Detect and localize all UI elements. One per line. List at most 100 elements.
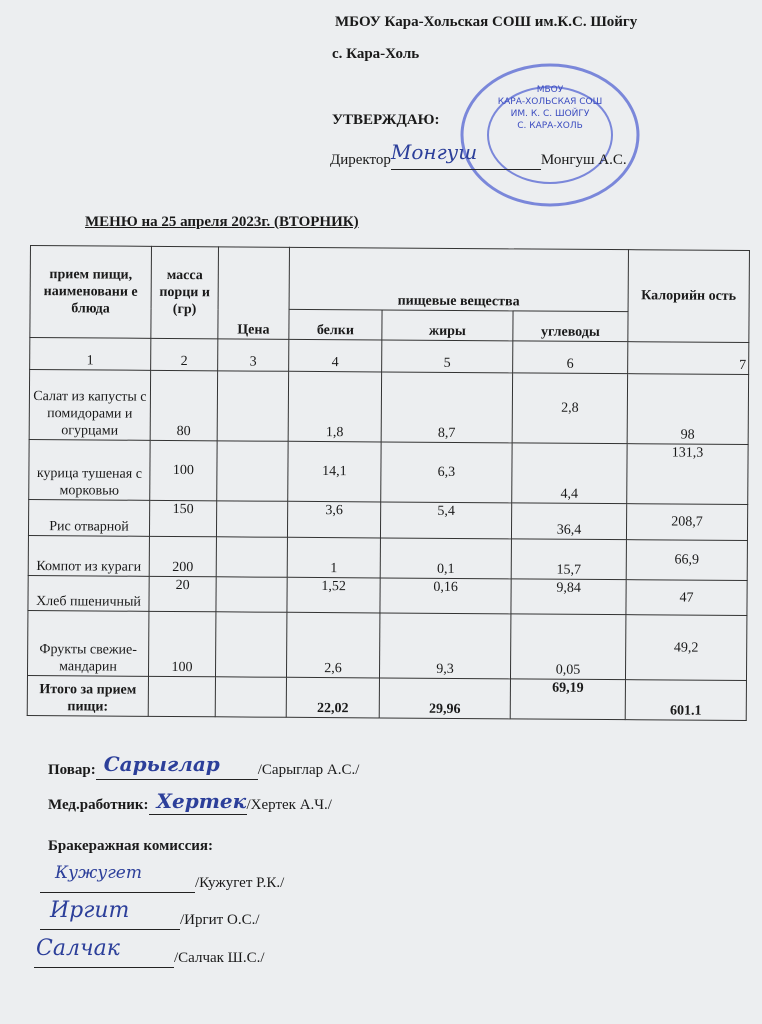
table-row: Хлеб пшеничный 20 1,52 0,16 9,84 47 xyxy=(27,575,748,616)
dish-calories: 49,2 xyxy=(625,614,747,681)
col-number: 7 xyxy=(627,341,749,375)
dish-fat: 0,1 xyxy=(380,537,512,579)
dish-name: Хлеб пшеничный xyxy=(27,575,150,612)
dish-protein: 1 xyxy=(287,537,381,578)
director-label: Директор xyxy=(330,152,391,168)
school-name: МБОУ Кара-Хольская СОШ им.К.С. Шойгу xyxy=(335,14,638,30)
col-number: 5 xyxy=(381,339,513,373)
med-signature: Хертек xyxy=(156,789,247,813)
village-name: с. Кара-Холь xyxy=(332,46,420,62)
commission-label: Бракеражная комиссия: xyxy=(48,838,213,854)
commission-member: Иргит /Иргит О.С./ xyxy=(40,898,260,930)
director-line: Директор Монгуш Монгуш А.С. xyxy=(330,140,627,170)
dish-carbs: 36,4 xyxy=(511,502,627,540)
col-number: 6 xyxy=(512,340,628,374)
dish-carbs: 4,4 xyxy=(511,442,628,504)
table-row: курица тушеная с морковью 100 14,1 6,3 4… xyxy=(28,439,749,505)
commission-member: Салчак /Салчак Ш.С./ xyxy=(34,936,265,968)
dish-protein: 1,8 xyxy=(288,371,382,442)
header-name: прием пищи, наименовани е блюда xyxy=(29,245,152,339)
member-signature: Кужугет xyxy=(55,863,142,883)
dish-protein: 3,6 xyxy=(287,501,381,538)
total-calories: 601.1 xyxy=(625,679,747,721)
director-name: Монгуш А.С. xyxy=(540,152,627,168)
dish-fat: 6,3 xyxy=(380,441,513,503)
member-signature: Иргит xyxy=(50,898,130,923)
header-fat: жиры xyxy=(381,309,514,341)
stamp-line: КАРА-ХОЛЬСКАЯ СОШ xyxy=(498,97,603,107)
col-number: 2 xyxy=(150,338,218,371)
stamp-line: МБОУ xyxy=(537,85,564,95)
cook-signature: Сарыглар xyxy=(103,752,220,776)
header-nutrients: пищевые вещества xyxy=(289,247,629,312)
med-label: Мед.работник: xyxy=(48,797,149,813)
column-numbers-row: 1 2 3 4 5 6 7 xyxy=(29,337,749,375)
dish-price xyxy=(216,440,289,502)
dish-name: Салат из капусты с помидорами и огурцами xyxy=(29,369,151,441)
dish-protein: 14,1 xyxy=(287,441,382,502)
total-price xyxy=(215,676,287,718)
dish-mass: 150 xyxy=(149,500,217,537)
director-signature: Монгуш xyxy=(390,140,478,164)
stamp-line: ИМ. К. С. ШОЙГУ xyxy=(511,107,590,119)
dish-name: Компот из кураги xyxy=(28,535,150,577)
table-row: Рис отварной 150 3,6 5,4 36,4 208,7 xyxy=(28,499,748,541)
cook-label: Повар: xyxy=(48,762,96,778)
dish-calories: 131,3 xyxy=(626,443,749,505)
dish-calories: 47 xyxy=(625,579,748,616)
header-mass: масса порци и (гр) xyxy=(150,246,219,339)
dish-carbs: 9,84 xyxy=(510,578,627,615)
dish-calories: 98 xyxy=(627,373,749,445)
header-price: Цена xyxy=(217,246,290,340)
dish-mass: 20 xyxy=(148,576,217,612)
col-number: 4 xyxy=(288,339,382,372)
header-calories: Калорийн ость xyxy=(627,249,750,343)
dish-price xyxy=(216,500,288,538)
member-name: /Салчак Ш.С./ xyxy=(174,950,265,966)
menu-title: МЕНЮ на 25 апреля 2023г. (ВТОРНИК) xyxy=(85,214,359,230)
cook-name: /Сарыглар А.С./ xyxy=(257,762,360,778)
dish-carbs: 0,05 xyxy=(510,613,626,680)
total-protein: 22,02 xyxy=(286,677,380,718)
stamp-line: С. КАРА-ХОЛЬ xyxy=(517,121,583,131)
table-row: Салат из капусты с помидорами и огурцами… xyxy=(29,369,749,445)
total-label: Итого за прием пищи: xyxy=(27,675,149,717)
dish-mass: 100 xyxy=(149,440,218,501)
dish-price xyxy=(216,536,288,578)
dish-mass: 200 xyxy=(149,536,217,577)
col-number: 1 xyxy=(29,337,151,371)
header-protein: белки xyxy=(288,309,383,340)
table-row: Фрукты свежие- мандарин 100 2,6 9,3 0,05… xyxy=(27,610,747,681)
col-number: 3 xyxy=(217,338,289,372)
header-carbs: углеводы xyxy=(512,310,629,342)
dish-price xyxy=(215,576,288,613)
commission-member: Кужугет /Кужугет Р.К./ xyxy=(40,863,285,893)
dish-protein: 1,52 xyxy=(286,577,381,613)
total-fat: 29,96 xyxy=(379,677,511,719)
dish-mass: 80 xyxy=(150,370,218,441)
menu-table: прием пищи, наименовани е блюда масса по… xyxy=(27,245,750,721)
dish-name: Рис отварной xyxy=(28,499,150,537)
dish-fat: 0,16 xyxy=(379,577,512,614)
med-line: Мед.работник: Хертек /Хертек А.Ч./ xyxy=(48,789,332,815)
table-row: Компот из кураги 200 1 0,1 15,7 66,9 xyxy=(28,535,748,581)
total-row: Итого за прием пищи: 22,02 29,96 69,19 6… xyxy=(27,675,747,721)
member-name: /Иргит О.С./ xyxy=(180,912,260,928)
dish-mass: 100 xyxy=(148,611,216,677)
total-mass xyxy=(148,676,216,717)
dish-name: Фрукты свежие- мандарин xyxy=(27,610,149,677)
dish-fat: 5,4 xyxy=(380,501,512,539)
dish-carbs: 15,7 xyxy=(511,538,627,580)
dish-carbs: 2,8 xyxy=(512,372,628,444)
dish-name: курица тушеная с морковью xyxy=(28,439,151,501)
member-signature: Салчак xyxy=(36,936,120,961)
med-name: /Хертек А.Ч./ xyxy=(246,797,332,813)
dish-fat: 8,7 xyxy=(381,371,513,443)
member-name: /Кужугет Р.К./ xyxy=(195,875,285,891)
dish-price xyxy=(215,611,287,678)
dish-protein: 2,6 xyxy=(286,612,380,678)
approve-label: УТВЕРЖДАЮ: xyxy=(332,112,440,128)
dish-fat: 9,3 xyxy=(379,612,511,679)
total-carbs: 69,19 xyxy=(510,678,626,720)
dish-calories: 66,9 xyxy=(626,539,748,581)
